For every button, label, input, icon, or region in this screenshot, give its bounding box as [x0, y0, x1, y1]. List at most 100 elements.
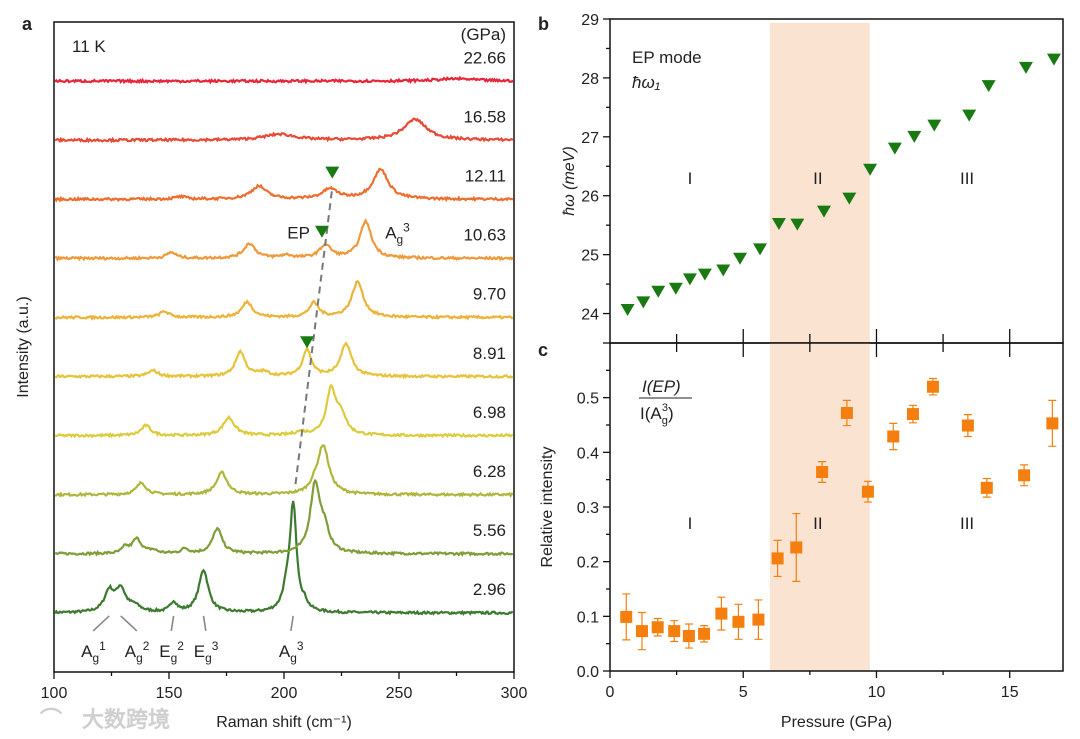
y-tick-label: 27 — [581, 130, 599, 147]
data-point-square — [620, 610, 633, 623]
spectrum-6.98 — [54, 383, 514, 439]
x-tick-label: 300 — [501, 685, 528, 702]
watermark-text: 大数跨境 — [82, 707, 170, 732]
mode-label-sub: g — [205, 651, 212, 665]
data-point-square — [961, 419, 974, 432]
data-point-triangle — [668, 282, 683, 295]
mode-marker-line — [120, 615, 138, 632]
temperature-label: 11 K — [72, 37, 106, 56]
pressure-label: 9.70 — [473, 285, 506, 304]
mode-label-base: A — [279, 642, 291, 661]
y-tick-label: 0.0 — [577, 664, 599, 681]
x-tick-label: 150 — [156, 685, 183, 702]
y-tick-label: 0.1 — [577, 609, 599, 626]
watermark-logo: ⌒ — [40, 707, 62, 732]
ratio-denominator-sup: 3 — [662, 402, 668, 414]
data-point-triangle — [790, 218, 805, 231]
data-point-triangle — [863, 163, 878, 176]
ep-mode-title: EP mode — [632, 48, 702, 67]
data-point-square — [980, 481, 993, 494]
spectrum-22.66 — [54, 75, 514, 85]
ratio-denominator-post: ) — [668, 404, 674, 423]
spectrum-16.58 — [54, 117, 514, 144]
data-point-square — [1018, 469, 1031, 482]
region-label: I — [688, 169, 693, 188]
spectrum-2.96 — [54, 500, 514, 617]
data-point-square — [790, 541, 803, 554]
y-tick-label: 28 — [581, 71, 599, 88]
data-point-triangle — [816, 205, 831, 218]
x-tick-label: 250 — [386, 685, 413, 702]
ep-marker-triangle — [325, 166, 340, 179]
y-tick-label: 0.5 — [577, 391, 599, 408]
shaded-region-II — [769, 23, 870, 343]
y-tick-label: 29 — [581, 12, 599, 29]
y-tick-label: 0.3 — [577, 500, 599, 517]
ep-mode-subtitle: ħω₁ — [632, 73, 660, 92]
mode-label-sup: 2 — [177, 639, 184, 653]
y-axis-label: Relative intensity — [539, 447, 556, 568]
data-point-square — [668, 625, 681, 638]
region-label: II — [813, 169, 822, 188]
y-axis-label: Intensity (a.u.) — [15, 296, 32, 397]
ag3-label: Ag3 — [385, 220, 410, 246]
mode-label-sup: 1 — [99, 639, 106, 653]
pressure-label: 5.56 — [473, 521, 506, 540]
data-point-triangle — [842, 192, 857, 205]
mode-marker-line — [92, 615, 110, 632]
ag3-label-base: A — [385, 223, 397, 242]
data-point-triangle — [981, 80, 996, 93]
data-point-triangle — [962, 109, 977, 122]
mode-label-sub: g — [136, 651, 143, 665]
pressure-label: 12.11 — [465, 167, 506, 186]
panel-label-a: a — [22, 14, 33, 34]
mode-label-base: E — [194, 642, 205, 661]
data-point-square — [651, 621, 664, 634]
y-tick-label: 25 — [581, 248, 599, 265]
data-point-square — [926, 380, 939, 393]
data-point-square — [771, 552, 784, 565]
region-label: II — [813, 514, 822, 533]
panel-a-raman-spectra: 100 150 200 250 300 Raman shift (cm⁻¹) Intensi… — [15, 21, 528, 731]
panel-label-c: c — [538, 340, 548, 360]
data-point-triangle — [620, 304, 635, 317]
x-tick-label: 5 — [739, 684, 748, 701]
ag3-label-sup: 3 — [403, 220, 410, 234]
mode-label: Ag2 — [125, 639, 150, 665]
x-tick-label: 100 — [41, 685, 68, 702]
x-axis-label: Pressure (GPa) — [781, 714, 892, 731]
ep-label: EP — [287, 223, 310, 242]
mode-marker-line — [202, 615, 207, 632]
mode-label-base: A — [81, 642, 93, 661]
x-tick-label: 200 — [271, 685, 298, 702]
data-point-square — [635, 625, 648, 638]
mode-label-sub: g — [290, 651, 297, 665]
data-point-square — [682, 630, 695, 643]
data-point-square — [906, 408, 919, 421]
pressure-label: 2.96 — [473, 580, 506, 599]
data-point-square — [1046, 417, 1059, 430]
ratio-denominator-sub: g — [662, 415, 668, 427]
mode-marker-line — [290, 615, 294, 632]
pressure-label: 6.98 — [473, 403, 506, 422]
pressure-label: 22.66 — [463, 48, 506, 67]
spectrum-9.70 — [54, 279, 514, 321]
x-tick-label: 10 — [868, 684, 886, 701]
data-point-triangle — [716, 264, 731, 277]
data-point-triangle — [887, 142, 902, 155]
data-point-square — [698, 627, 711, 640]
spectrum-6.28 — [54, 443, 514, 498]
ag3-label-sub: g — [397, 232, 404, 246]
pressure-label: 8.91 — [473, 344, 506, 363]
spectrum-10.63 — [55, 217, 514, 262]
y-tick-label: 0.2 — [577, 555, 599, 572]
plot-frame — [53, 21, 515, 673]
spectrum-12.11 — [54, 167, 514, 203]
data-point-square — [715, 607, 728, 620]
y-tick-label: 24 — [581, 307, 599, 324]
mode-label: Eg2 — [159, 639, 184, 665]
y-axis-label: ħω (meV) — [561, 146, 578, 215]
mode-label-sub: g — [92, 651, 99, 665]
